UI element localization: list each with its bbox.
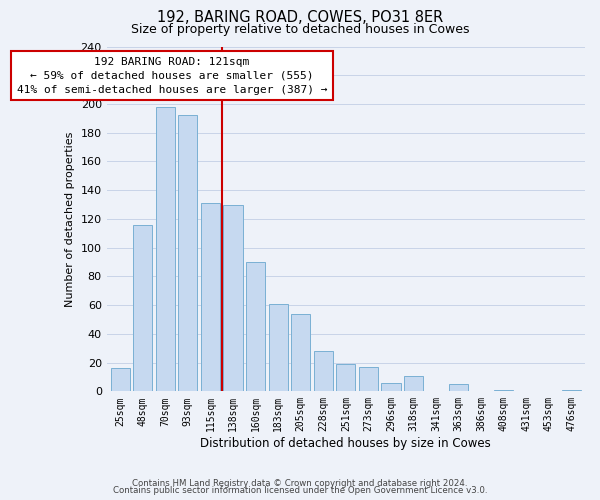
Bar (291, 314, 310, 392)
Bar (494, 390, 514, 392)
Bar (156, 107, 175, 392)
Bar (359, 367, 378, 392)
Bar (269, 304, 288, 392)
Bar (336, 364, 355, 392)
Text: 192, BARING ROAD, COWES, PO31 8ER: 192, BARING ROAD, COWES, PO31 8ER (157, 10, 443, 25)
Bar (178, 116, 197, 392)
Bar (449, 384, 468, 392)
Text: 192 BARING ROAD: 121sqm
← 59% of detached houses are smaller (555)
41% of semi-d: 192 BARING ROAD: 121sqm ← 59% of detache… (17, 56, 328, 94)
Bar (562, 390, 581, 392)
Bar (382, 382, 401, 392)
Bar (110, 368, 130, 392)
Bar (223, 204, 242, 392)
Bar (404, 376, 423, 392)
Bar (201, 203, 220, 392)
X-axis label: Distribution of detached houses by size in Cowes: Distribution of detached houses by size … (200, 437, 491, 450)
Text: Size of property relative to detached houses in Cowes: Size of property relative to detached ho… (131, 22, 469, 36)
Bar (246, 262, 265, 392)
Bar (133, 224, 152, 392)
Text: Contains HM Land Registry data © Crown copyright and database right 2024.: Contains HM Land Registry data © Crown c… (132, 478, 468, 488)
Y-axis label: Number of detached properties: Number of detached properties (65, 131, 75, 306)
Text: Contains public sector information licensed under the Open Government Licence v3: Contains public sector information licen… (113, 486, 487, 495)
Bar (314, 351, 333, 392)
